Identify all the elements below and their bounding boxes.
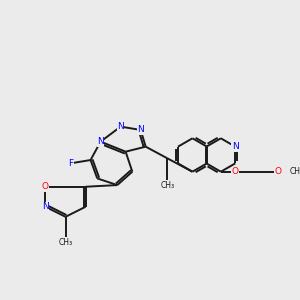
- Text: CH₃: CH₃: [290, 167, 300, 176]
- Text: CH₃: CH₃: [58, 238, 73, 247]
- Text: N: N: [137, 125, 144, 134]
- Text: O: O: [232, 167, 238, 176]
- Text: O: O: [274, 167, 281, 176]
- Text: O: O: [42, 182, 49, 191]
- Text: CH₃: CH₃: [160, 182, 175, 190]
- Text: F: F: [68, 159, 73, 168]
- Text: N: N: [42, 202, 49, 211]
- Text: N: N: [232, 142, 239, 151]
- Text: N: N: [97, 137, 104, 146]
- Text: N: N: [117, 122, 124, 131]
